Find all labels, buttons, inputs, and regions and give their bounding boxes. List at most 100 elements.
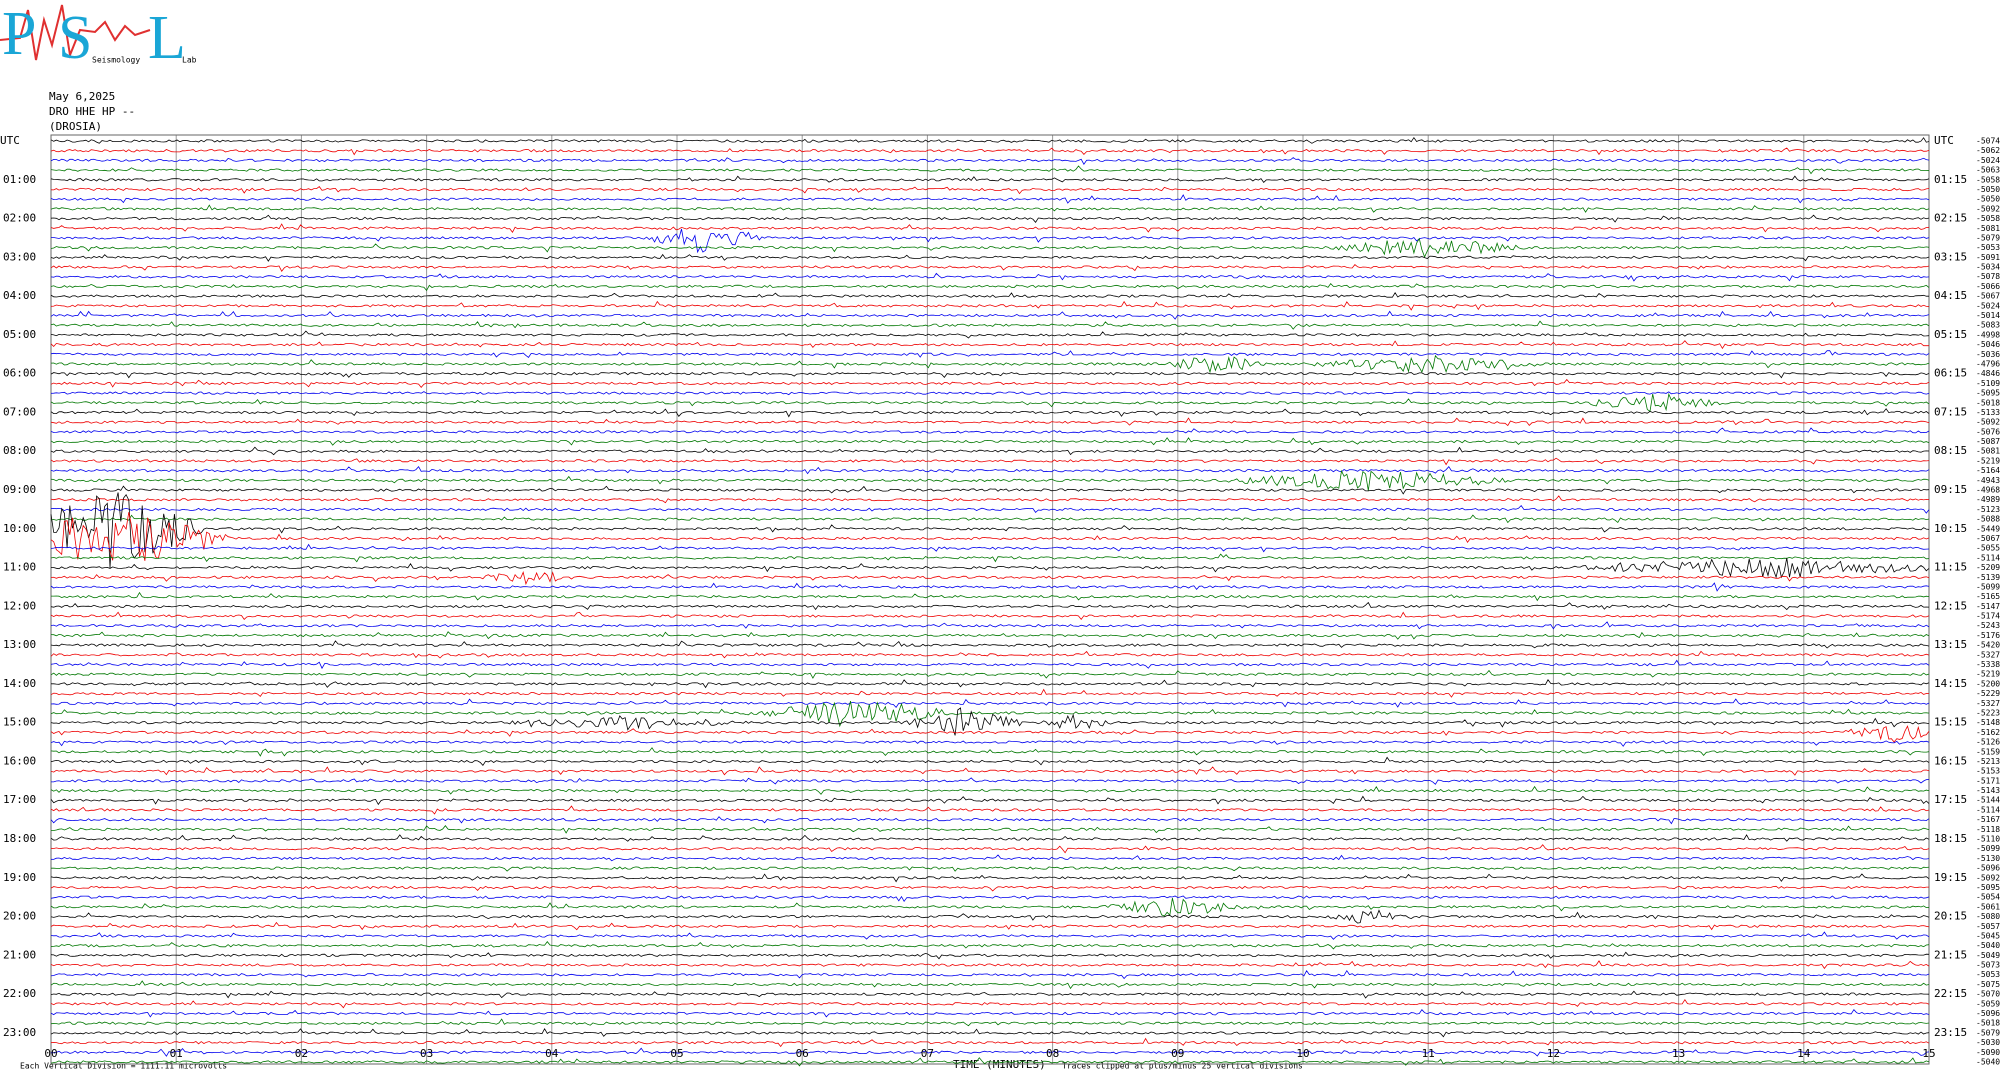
grid	[50, 134, 1930, 1065]
trace	[50, 998, 1930, 1009]
trace	[50, 175, 1930, 184]
left-time-label: 14:00	[3, 677, 36, 690]
trace-offset: -4998	[1976, 330, 2000, 339]
left-time-label: 04:00	[3, 289, 36, 302]
trace-offset: -5171	[1976, 776, 2000, 785]
trace	[51, 679, 1930, 689]
trace-offset: -5243	[1976, 621, 2000, 630]
trace	[50, 834, 1930, 842]
trace-offset: -5096	[1976, 1009, 2000, 1018]
right-time-label: 16:15	[1934, 754, 1967, 767]
trace	[50, 960, 1930, 970]
trace	[50, 469, 1930, 491]
trace	[51, 866, 1930, 872]
trace-offset: -5164	[1976, 466, 2000, 475]
trace	[50, 392, 1930, 413]
trace	[50, 264, 1930, 272]
trace-offset: -5050	[1976, 185, 2000, 194]
trace-offset: -5078	[1976, 272, 2000, 281]
right-time-label: 05:15	[1934, 328, 1967, 341]
trace	[50, 611, 1930, 621]
trace-offset: -5114	[1976, 553, 2000, 562]
left-time-label: 12:00	[3, 599, 36, 612]
logo-wave	[0, 4, 151, 61]
trace-offset: -5091	[1976, 253, 2000, 262]
right-time-label: 02:15	[1934, 212, 1967, 225]
left-time-label: 07:00	[3, 405, 36, 418]
trace-offset: -5024	[1976, 156, 2000, 165]
trace-offset: -5213	[1976, 757, 2000, 766]
left-time-label: 20:00	[3, 910, 36, 923]
x-label: 13	[1672, 1047, 1685, 1060]
trace-offset: -5133	[1976, 408, 2000, 417]
trace	[50, 204, 1930, 213]
left-time-label: 21:00	[3, 948, 36, 961]
trace-offset: -5062	[1976, 146, 2000, 155]
trace-offset: -5126	[1976, 738, 2000, 747]
trace	[50, 427, 1930, 434]
trace	[50, 990, 1930, 999]
trace-offset: -5059	[1976, 999, 2000, 1008]
right-time-label: 18:15	[1934, 832, 1967, 845]
trace	[50, 707, 1930, 736]
trace	[50, 408, 1930, 418]
x-label: 14	[1797, 1047, 1811, 1060]
trace-offset: -5159	[1976, 747, 2000, 756]
trace-offset: -5209	[1976, 563, 2000, 572]
trace	[50, 631, 1930, 640]
trace	[50, 378, 1930, 389]
trace-offset: -4846	[1976, 369, 2000, 378]
trace-offset: -5167	[1976, 815, 2000, 824]
trace	[50, 766, 1930, 776]
trace	[50, 701, 1930, 728]
trace-offset: -5036	[1976, 350, 2000, 359]
trace-offset: -5090	[1976, 1048, 2000, 1057]
right-time-label: 04:15	[1934, 289, 1967, 302]
trace-offset: -5219	[1976, 456, 2000, 465]
left-time-label: 16:00	[3, 754, 36, 767]
trace	[50, 582, 1930, 592]
trace	[50, 1009, 1930, 1018]
right-time-label: 15:15	[1934, 716, 1967, 729]
x-label: 09	[1171, 1047, 1184, 1060]
trace	[50, 1057, 1930, 1067]
trace	[50, 873, 1930, 883]
trace-offset: -5087	[1976, 437, 2000, 446]
trace-offset: -5063	[1976, 166, 2000, 175]
trace	[50, 292, 1929, 298]
trace-offset: -5088	[1976, 515, 2000, 524]
trace-offset: -5073	[1976, 961, 2000, 970]
right-time-label: 12:15	[1934, 599, 1967, 612]
left-time-label: 01:00	[3, 173, 36, 186]
trace	[50, 921, 1930, 931]
trace	[51, 825, 1930, 834]
right-time-label: 09:15	[1934, 483, 1967, 496]
trace	[50, 816, 1930, 825]
trace	[50, 147, 1930, 156]
trace-offset: -5034	[1976, 263, 2000, 272]
trace	[50, 272, 1930, 282]
left-time-label: UTC	[0, 134, 20, 147]
trace	[50, 785, 1930, 795]
trace	[50, 795, 1930, 806]
trace	[50, 417, 1930, 427]
trace	[51, 228, 1930, 254]
trace	[51, 591, 1930, 602]
right-time-label: 13:15	[1934, 638, 1967, 651]
trace-offset: -5123	[1976, 505, 2000, 514]
trace-offset: -5054	[1976, 893, 2000, 902]
trace	[50, 941, 1930, 950]
trace-offset: -5338	[1976, 660, 2000, 669]
trace-offset: -5096	[1976, 864, 2000, 873]
trace	[50, 330, 1930, 339]
trace-offset: -5079	[1976, 1028, 2000, 1037]
trace	[50, 980, 1930, 990]
trace	[50, 1027, 1930, 1038]
trace-offset: -5055	[1976, 544, 2000, 553]
x-label: 06	[796, 1047, 809, 1060]
trace	[50, 895, 1930, 903]
trace	[50, 340, 1930, 350]
trace	[50, 1018, 1930, 1027]
left-time-label: 10:00	[3, 522, 36, 535]
trace-offset: -4943	[1976, 476, 2000, 485]
